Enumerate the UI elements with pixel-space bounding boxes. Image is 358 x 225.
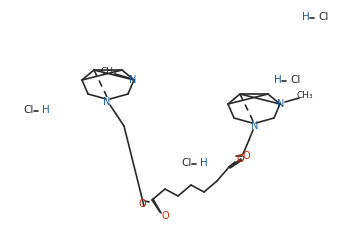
Text: O: O bbox=[161, 211, 169, 221]
Text: H: H bbox=[302, 12, 310, 22]
Text: Cl: Cl bbox=[24, 105, 34, 115]
Text: H: H bbox=[42, 105, 50, 115]
Text: N: N bbox=[129, 75, 137, 85]
Text: CH₃: CH₃ bbox=[101, 68, 117, 76]
Text: Cl: Cl bbox=[290, 75, 300, 85]
Text: N: N bbox=[251, 121, 259, 131]
Text: N: N bbox=[277, 99, 285, 109]
Text: Cl: Cl bbox=[318, 12, 328, 22]
Text: O: O bbox=[236, 154, 244, 164]
Text: O: O bbox=[138, 199, 146, 209]
Text: Cl: Cl bbox=[182, 158, 192, 168]
Text: N: N bbox=[103, 97, 111, 107]
Text: O: O bbox=[242, 151, 250, 161]
Text: CH₃: CH₃ bbox=[297, 92, 313, 101]
Text: H: H bbox=[200, 158, 208, 168]
Text: H: H bbox=[274, 75, 282, 85]
